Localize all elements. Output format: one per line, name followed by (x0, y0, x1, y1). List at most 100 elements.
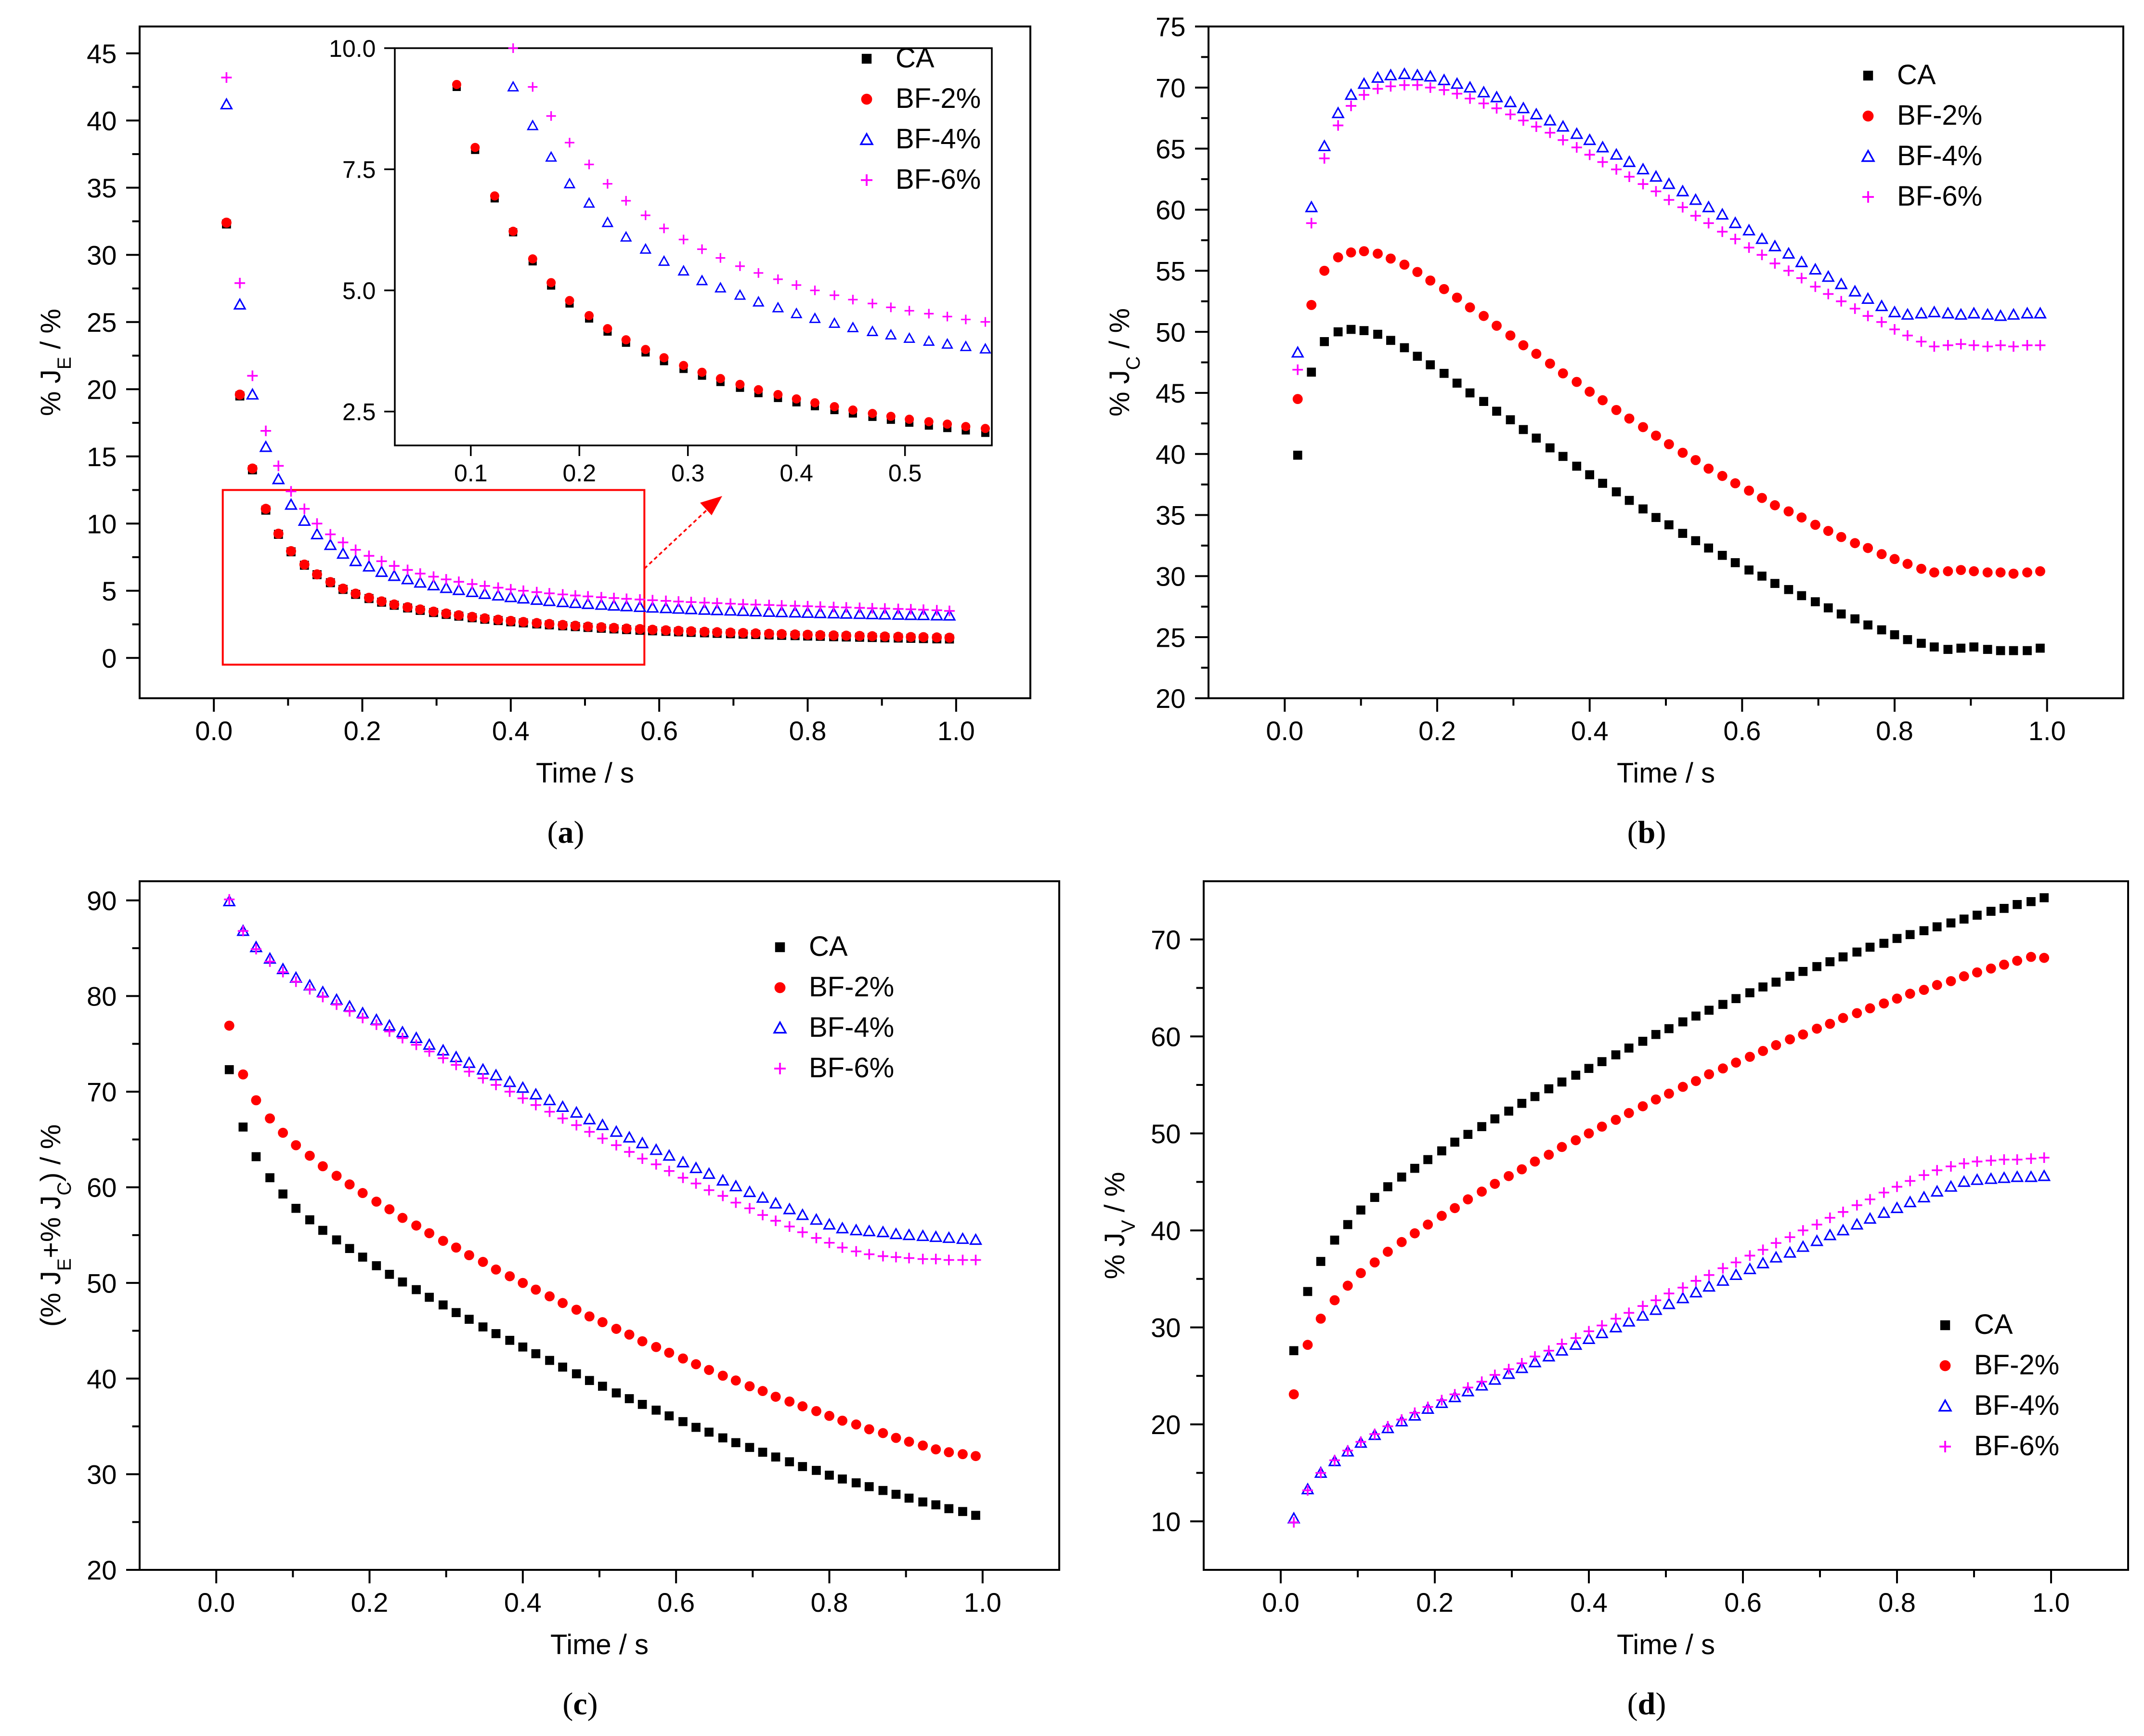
data-point (1808, 262, 1822, 275)
data-point (1423, 1219, 1433, 1230)
data-point (441, 574, 452, 585)
data-point (2024, 1170, 2038, 1182)
data-point (734, 289, 746, 300)
data-point (1824, 1212, 1835, 1223)
data-point (905, 604, 916, 615)
data-point (238, 1123, 248, 1132)
data-point (1437, 1146, 1446, 1156)
data-point (1346, 100, 1357, 111)
data-point (663, 1165, 675, 1176)
data-point (891, 1489, 901, 1499)
data-point (1650, 431, 1661, 441)
data-point (1385, 81, 1396, 92)
data-point (1292, 364, 1303, 375)
data-point (835, 1221, 849, 1234)
y-axis-title-part: / % (1104, 308, 1135, 356)
data-point (712, 627, 722, 638)
data-point (1502, 1367, 1516, 1379)
data-point (1715, 208, 1729, 220)
data-point (1490, 90, 1504, 103)
data-point (364, 550, 375, 561)
data-point (1359, 326, 1369, 335)
data-point (1437, 73, 1451, 85)
data-point (1450, 1203, 1460, 1214)
data-point (1452, 88, 1463, 99)
data-point (942, 1231, 956, 1243)
data-point (1557, 1077, 1567, 1087)
data-point (1850, 1217, 1864, 1230)
data-point (918, 1497, 928, 1507)
data-point (1303, 1287, 1312, 1296)
x-tick-label: 0.2 (351, 1587, 389, 1618)
data-point (1413, 352, 1422, 361)
data-point (583, 621, 593, 632)
data-point (917, 1253, 928, 1265)
data-point (792, 280, 802, 290)
data-point (841, 630, 852, 641)
data-point (389, 561, 400, 572)
data-point (944, 632, 955, 643)
data-point (1597, 1122, 1607, 1132)
data-point (440, 581, 453, 593)
data-point (1703, 1269, 1715, 1280)
data-point (492, 588, 505, 601)
legend-label: BF-2% (1897, 100, 1982, 131)
caption-paren: ( (562, 1686, 573, 1722)
series-bf2 (1288, 952, 2050, 1399)
data-point (783, 1202, 796, 1214)
data-point (621, 593, 632, 604)
data-point (324, 538, 337, 550)
data-point (505, 584, 516, 595)
data-point (1879, 998, 1889, 1009)
data-point (851, 1419, 861, 1430)
x-tick-label: 0.6 (1723, 716, 1761, 746)
data-point (570, 590, 581, 601)
data-point (848, 295, 858, 305)
data-point (299, 503, 310, 514)
data-point (1889, 324, 1900, 335)
chart-a: 0.0 0.2 0.4 0.6 0.8 1.0 0 5 10 15 20 25 30 35 40 45 Time… (35, 26, 1031, 850)
data-point (1649, 1303, 1663, 1315)
data-point (790, 629, 800, 640)
data-point (1783, 1246, 1797, 1258)
data-point (1465, 93, 1476, 104)
data-point (2010, 1170, 2024, 1182)
data-point (635, 594, 646, 605)
data-point (704, 1427, 714, 1437)
data-point (1558, 134, 1569, 145)
data-point (507, 80, 520, 91)
x-tick-label: 1.0 (964, 1587, 1001, 1618)
data-point (714, 282, 727, 293)
data-point (528, 82, 538, 92)
data-point (1357, 77, 1371, 89)
y-tick-label: 60 (1151, 1021, 1181, 1052)
data-point (1597, 157, 1608, 168)
panel-caption: (a) (547, 815, 585, 850)
data-point (338, 583, 348, 594)
data-point (1373, 248, 1383, 259)
data-point (1650, 1094, 1661, 1105)
data-point (1373, 329, 1382, 339)
data-point (943, 1254, 954, 1266)
data-point (478, 587, 492, 599)
data-point (467, 612, 478, 622)
data-point (1545, 127, 1556, 138)
caption-paren: ) (1655, 815, 1666, 850)
data-point (1757, 572, 1767, 581)
data-point (1571, 1135, 1581, 1146)
data-point (478, 1322, 488, 1331)
data-point (1970, 1173, 1984, 1185)
legend-item: BF-2% (774, 971, 894, 1003)
data-point (1610, 148, 1623, 160)
data-point (1999, 1154, 2010, 1165)
data-point (1477, 1187, 1487, 1197)
data-point (621, 623, 632, 634)
data-point (1572, 461, 1582, 471)
zoom-arrow-line (644, 503, 715, 570)
data-point (1316, 1257, 1325, 1266)
data-point (1877, 1206, 1891, 1218)
data-point (505, 1335, 515, 1345)
data-point (811, 1232, 822, 1243)
data-point (1677, 202, 1688, 213)
data-point (397, 1032, 408, 1044)
